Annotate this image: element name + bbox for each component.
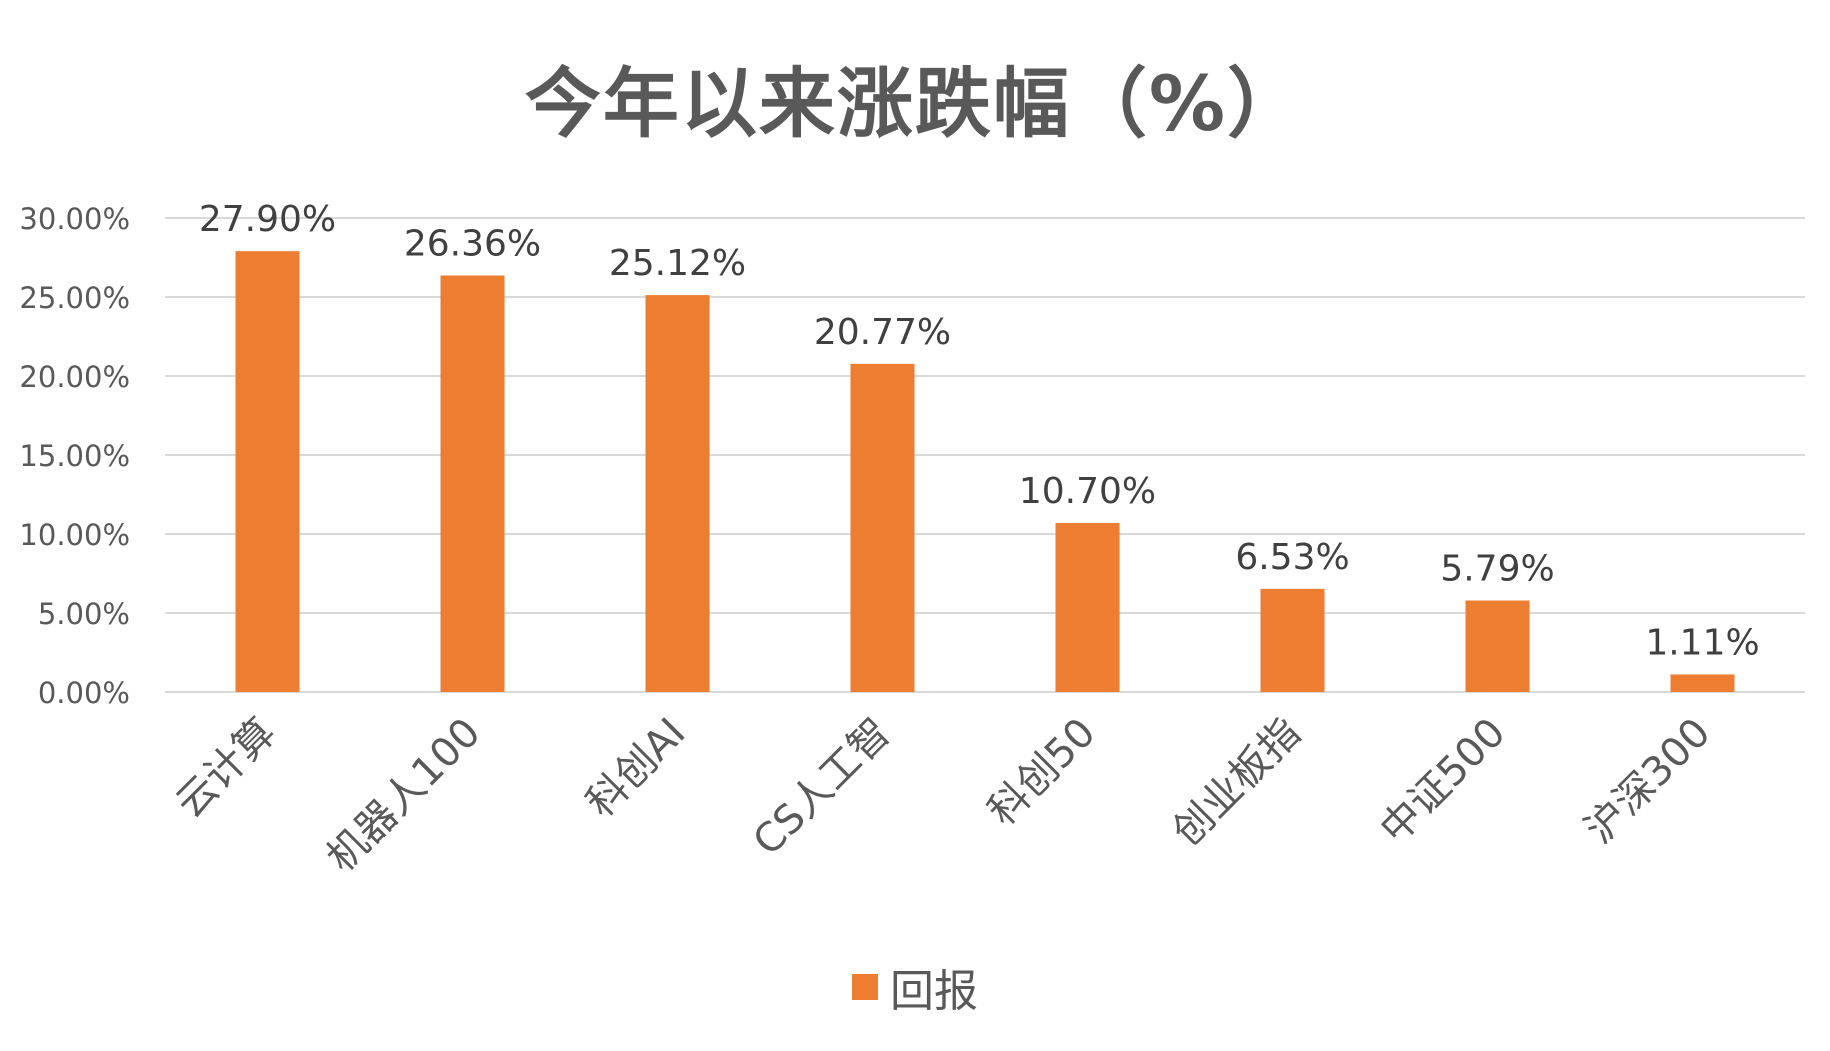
data-label: 20.77% bbox=[814, 312, 951, 353]
data-labels: 27.90% 26.36% 25.12% 20.77% 10.70% 6.53% 5.79%… bbox=[199, 199, 1760, 663]
x-tick-label: 创业板指 bbox=[1164, 710, 1310, 856]
data-label: 27.90% bbox=[199, 199, 336, 240]
x-tick-label: 中证500 bbox=[1371, 710, 1514, 853]
bar bbox=[1670, 674, 1735, 692]
y-axis-tick-labels: 0.00% 5.00% 10.00% 15.00% 20.00% 25.00% 30.00% bbox=[19, 202, 130, 710]
x-tick-label: 云计算 bbox=[167, 710, 284, 827]
x-tick-label: 机器人100 bbox=[318, 710, 489, 881]
y-tick-label: 10.00% bbox=[19, 518, 130, 552]
bar bbox=[440, 275, 505, 692]
y-tick-label: 30.00% bbox=[19, 202, 130, 236]
y-tick-label: 5.00% bbox=[38, 597, 130, 631]
y-tick-label: 25.00% bbox=[19, 281, 130, 315]
y-tick-label: 0.00% bbox=[38, 676, 130, 710]
legend: 回报 bbox=[0, 955, 1830, 1019]
bar bbox=[1260, 588, 1325, 692]
data-label: 25.12% bbox=[609, 243, 746, 284]
bar bbox=[645, 295, 710, 692]
bar bbox=[850, 363, 915, 692]
y-tick-label: 20.00% bbox=[19, 360, 130, 394]
legend-swatch bbox=[852, 974, 878, 1000]
x-tick-label: 科创AI bbox=[578, 710, 695, 827]
x-tick-label: 沪深300 bbox=[1576, 710, 1719, 853]
data-label: 26.36% bbox=[404, 224, 541, 265]
bar bbox=[1465, 600, 1530, 692]
chart-title: 今年以来涨跌幅（%） bbox=[524, 59, 1306, 148]
legend-label: 回报 bbox=[890, 966, 978, 1017]
bar bbox=[1055, 522, 1120, 692]
data-label: 1.11% bbox=[1645, 622, 1759, 663]
y-tick-label: 15.00% bbox=[19, 439, 130, 473]
data-label: 10.70% bbox=[1019, 471, 1156, 512]
x-tick-label: CS人工智 bbox=[744, 710, 899, 865]
gridlines bbox=[165, 217, 1805, 693]
x-tick-label: 科创50 bbox=[979, 710, 1104, 835]
bars bbox=[235, 251, 1735, 692]
bar bbox=[235, 251, 300, 692]
data-label: 5.79% bbox=[1440, 549, 1554, 590]
x-axis-tick-labels: 云计算 机器人100 科创AI CS人工智 科创50 创业板指 中证500 沪深300 bbox=[167, 710, 1719, 881]
data-label: 6.53% bbox=[1235, 537, 1349, 578]
